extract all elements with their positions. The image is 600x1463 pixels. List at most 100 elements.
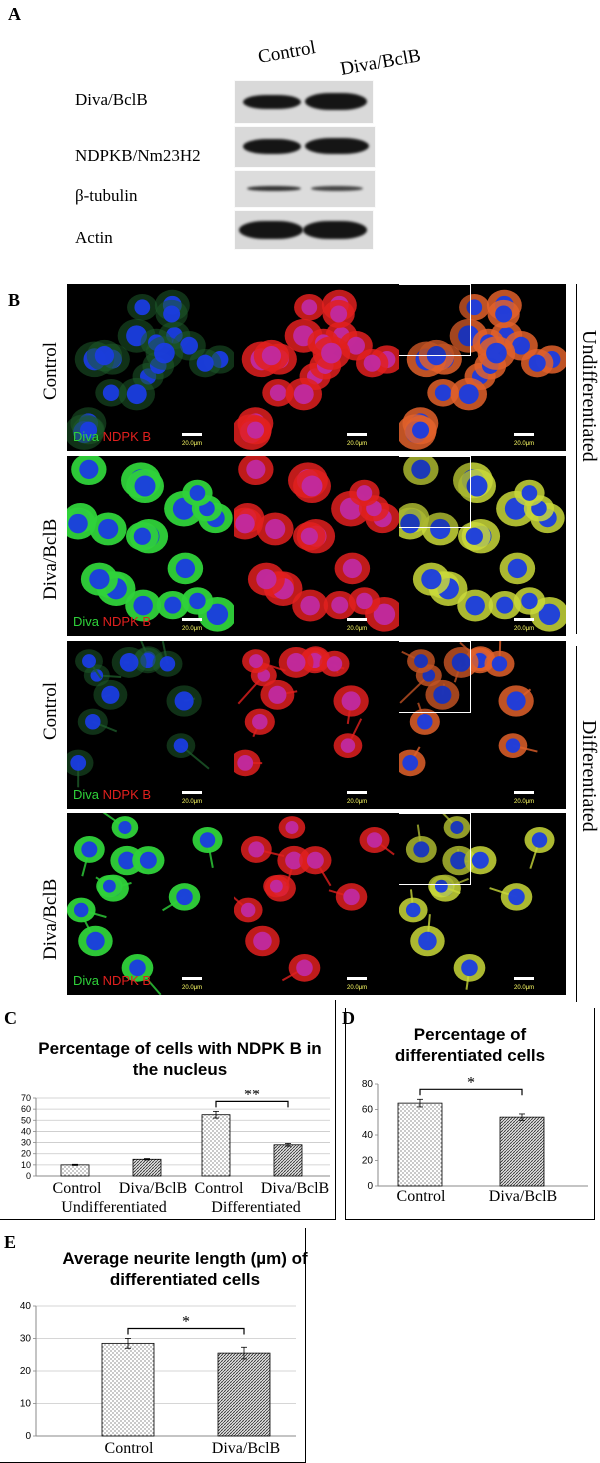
panel-label-a: A	[8, 4, 21, 24]
bar	[273, 1144, 303, 1177]
chart-e-cat-label: Diva/BclB	[211, 1440, 281, 1457]
zoom-inset	[399, 284, 471, 356]
stain-legend: Diva NDPK B	[73, 614, 151, 629]
group-label-differentiated: Differentiated	[578, 720, 600, 832]
group-bracket-diff	[576, 646, 577, 1002]
scale-bar-label: 20.0μm	[182, 985, 202, 991]
significance-marker: *	[467, 1074, 475, 1091]
y-tick-label: 30	[20, 1334, 32, 1345]
chart-c-group-label: Undifferentiated	[61, 1199, 167, 1216]
chart-d-frame	[345, 1008, 595, 1220]
scale-bar-label: 20.0μm	[514, 985, 534, 991]
y-tick-label: 20	[20, 1366, 32, 1377]
chart-e-title: Average neurite length (µm) of different…	[62, 1249, 308, 1289]
micrograph-image: 20.0μm	[399, 456, 566, 636]
chart-c-cat-label: Diva/BclB	[118, 1180, 188, 1197]
stain-legend-ndpk: NDPK B	[99, 614, 152, 629]
stain-legend: Diva NDPK B	[73, 973, 151, 988]
chart-e-cat-label: Control	[104, 1440, 154, 1457]
blot-band	[311, 186, 363, 191]
micrograph-image: 20.0μm	[399, 813, 566, 995]
scale-bar-label: 20.0μm	[514, 799, 534, 805]
y-tick-label: 50	[21, 1115, 31, 1125]
bar	[132, 1158, 162, 1177]
stain-legend-diva: Diva	[73, 973, 100, 988]
stain-legend-ndpk: NDPK B	[99, 429, 152, 444]
scale-bar-label: 20.0μm	[182, 799, 202, 805]
group-bracket-undiff	[576, 284, 577, 634]
micro-row-label-2: Diva/BclB	[40, 518, 61, 600]
micrograph-image: 20.0μm	[234, 456, 399, 636]
micro-row-label-3: Control	[40, 681, 61, 740]
y-tick-label: 20	[362, 1156, 374, 1167]
chart-d-cat-label: Diva/BclB	[488, 1188, 558, 1205]
bar	[201, 1114, 231, 1177]
blot-band	[239, 221, 303, 239]
micrograph-image: 20.0μm	[234, 641, 399, 809]
blot-band	[305, 138, 369, 154]
blot-row-label-actin: Actin	[75, 228, 113, 247]
bar	[60, 1164, 90, 1177]
bar	[101, 1342, 155, 1437]
micrograph-image: 20.0μm	[234, 284, 399, 451]
micrograph-image: 20.0μm Diva NDPK B	[67, 641, 234, 809]
scale-bar-label: 20.0μm	[347, 441, 367, 447]
chart-c-cat-label: Control	[194, 1180, 244, 1197]
panel-label-c: C	[4, 1008, 17, 1028]
micrograph-image: 20.0μm Diva NDPK B	[67, 284, 234, 451]
micrograph-image: 20.0μm	[399, 284, 566, 451]
zoom-inset	[399, 456, 471, 528]
stain-legend-ndpk: NDPK B	[99, 973, 152, 988]
scale-bar-label: 20.0μm	[514, 626, 534, 632]
significance-marker: *	[182, 1314, 190, 1331]
y-tick-label: 40	[21, 1126, 31, 1136]
chart-c-cat-label: Diva/BclB	[260, 1180, 330, 1197]
stain-legend-diva: Diva	[73, 614, 100, 629]
blot-band	[303, 221, 367, 239]
blot-column-diva: Diva/BclB	[338, 45, 423, 80]
y-tick-label: 20	[21, 1149, 31, 1159]
blot-strip-diva	[234, 80, 374, 124]
group-label-undifferentiated: Undifferentiated	[578, 330, 600, 462]
blot-column-control: Control	[256, 37, 318, 68]
scale-bar-label: 20.0μm	[514, 441, 534, 447]
blot-band	[243, 139, 301, 154]
blot-row-label-tubulin: β-tubulin	[75, 186, 138, 205]
blot-strip-tubulin	[234, 170, 376, 208]
micro-row-label-4: Diva/BclB	[40, 878, 61, 960]
chart-e-plot: 0 10 20 30 40 *	[20, 1301, 296, 1442]
panel-label-e: E	[4, 1232, 17, 1252]
bar	[499, 1116, 545, 1187]
blot-row-label-diva: Diva/BclB	[75, 90, 148, 109]
y-tick-label: 0	[25, 1431, 31, 1442]
significance-bracket	[127, 1327, 245, 1335]
blot-band	[243, 95, 301, 109]
micrograph-image: 20.0μm	[399, 641, 566, 809]
chart-c-cat-label: Control	[52, 1180, 102, 1197]
micrograph-image: 20.0μm Diva NDPK B	[67, 813, 234, 995]
panel-label-b: B	[8, 290, 21, 310]
y-tick-label: 0	[26, 1171, 31, 1181]
y-tick-label: 60	[362, 1105, 374, 1116]
scale-bar-label: 20.0μm	[182, 626, 202, 632]
y-tick-label: 0	[367, 1181, 373, 1192]
blot-band	[247, 186, 301, 191]
y-tick-label: 10	[21, 1160, 31, 1170]
bar	[217, 1352, 271, 1437]
scale-bar-label: 20.0μm	[182, 441, 202, 447]
significance-bracket	[419, 1088, 523, 1096]
stain-legend-diva: Diva	[73, 429, 100, 444]
y-tick-label: 40	[20, 1301, 32, 1312]
stain-legend: Diva NDPK B	[73, 429, 151, 444]
significance-marker: **	[244, 1090, 260, 1103]
zoom-inset	[399, 813, 471, 885]
micro-row-label-1: Control	[40, 341, 61, 400]
stain-legend-diva: Diva	[73, 787, 100, 802]
scale-bar-label: 20.0μm	[347, 985, 367, 991]
y-tick-label: 70	[21, 1093, 31, 1103]
y-tick-label: 60	[21, 1104, 31, 1114]
zoom-inset	[399, 641, 471, 713]
chart-c-frame	[0, 1000, 336, 1220]
chart-c-group-label: Differentiated	[211, 1199, 301, 1216]
